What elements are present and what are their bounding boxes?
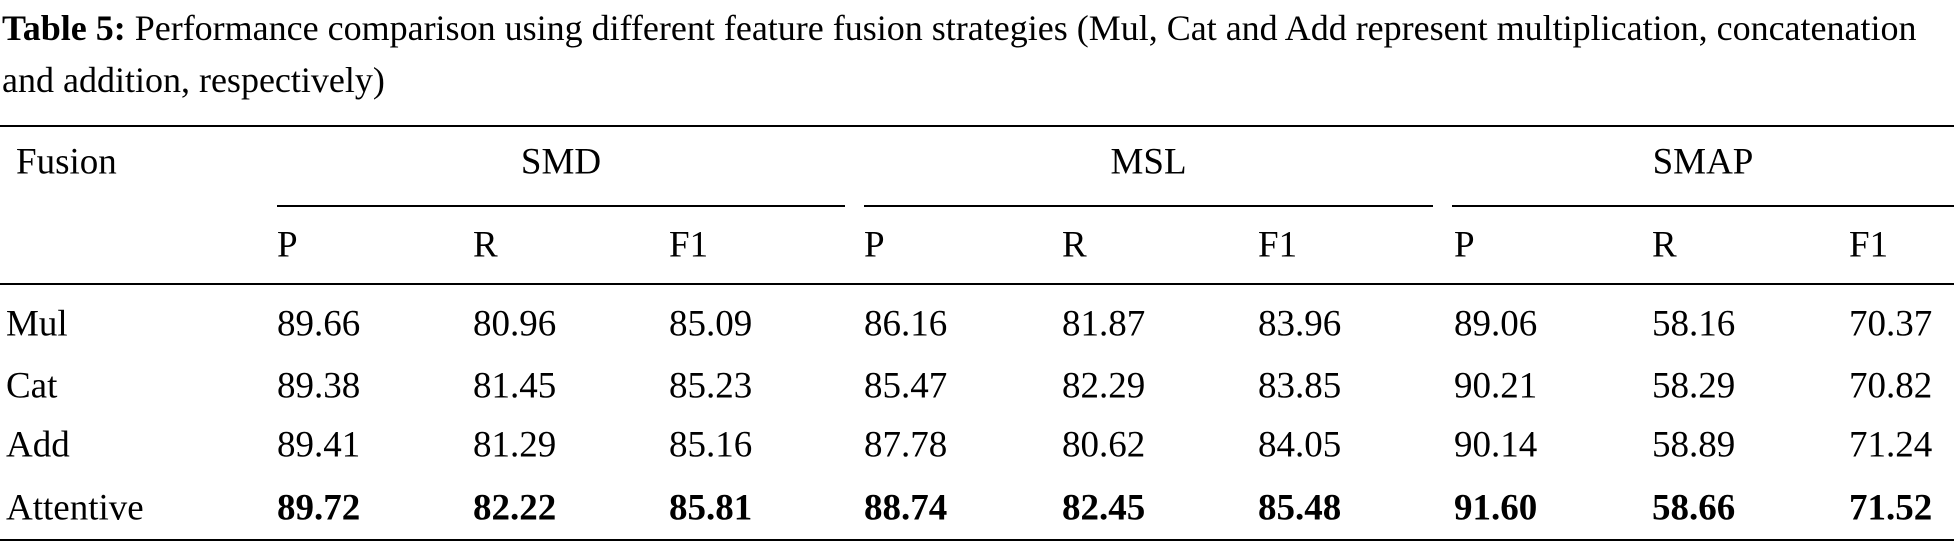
cell: 89.41 — [277, 424, 361, 466]
sub-header: F1 — [669, 224, 709, 266]
cell: 70.82 — [1849, 365, 1933, 407]
cell: 89.06 — [1454, 303, 1538, 345]
group-rule — [277, 205, 845, 207]
mid-rule — [0, 283, 1954, 285]
cell: 90.21 — [1454, 365, 1538, 407]
cell: 82.29 — [1062, 365, 1146, 407]
cell: 85.16 — [669, 424, 753, 466]
cell: 80.62 — [1062, 424, 1146, 466]
cell: 88.74 — [864, 487, 948, 529]
row-label: Mul — [6, 303, 68, 345]
cell: 85.23 — [669, 365, 753, 407]
caption-label: Table 5: — [2, 8, 126, 48]
cell: 58.16 — [1652, 303, 1736, 345]
group-rule — [1452, 205, 1954, 207]
cell: 81.45 — [473, 365, 557, 407]
cell: 82.22 — [473, 487, 557, 529]
top-rule — [0, 125, 1954, 127]
sub-header: R — [473, 224, 498, 266]
cell: 90.14 — [1454, 424, 1538, 466]
group-header: SMD — [520, 141, 602, 183]
cell: 81.29 — [473, 424, 557, 466]
sub-header: F1 — [1258, 224, 1298, 266]
cell: 71.24 — [1849, 424, 1933, 466]
sub-header: P — [864, 224, 885, 266]
cell: 84.05 — [1258, 424, 1342, 466]
row-label: Add — [6, 424, 70, 466]
sub-header: P — [277, 224, 298, 266]
cell: 83.96 — [1258, 303, 1342, 345]
group-header: SMAP — [1652, 141, 1754, 183]
sub-header: F1 — [1849, 224, 1889, 266]
group-header: MSL — [1110, 141, 1187, 183]
cell: 58.29 — [1652, 365, 1736, 407]
caption-text: Performance comparison using different f… — [2, 8, 1917, 100]
cell: 71.52 — [1849, 487, 1933, 529]
cell: 82.45 — [1062, 487, 1146, 529]
cell: 70.37 — [1849, 303, 1933, 345]
cell: 58.89 — [1652, 424, 1736, 466]
cell: 89.72 — [277, 487, 361, 529]
cell: 58.66 — [1652, 487, 1736, 529]
caption: Table 5: Performance comparison using di… — [2, 2, 1952, 106]
cell: 85.47 — [864, 365, 948, 407]
cell: 83.85 — [1258, 365, 1342, 407]
sub-header: R — [1652, 224, 1677, 266]
cell: 89.66 — [277, 303, 361, 345]
cell: 85.48 — [1258, 487, 1342, 529]
cell: 85.09 — [669, 303, 753, 345]
group-rule — [864, 205, 1433, 207]
row-label: Attentive — [6, 487, 144, 529]
corner-header: Fusion — [16, 141, 117, 183]
cell: 87.78 — [864, 424, 948, 466]
cell: 80.96 — [473, 303, 557, 345]
cell: 85.81 — [669, 487, 753, 529]
cell: 86.16 — [864, 303, 948, 345]
row-label: Cat — [6, 365, 58, 407]
cell: 89.38 — [277, 365, 361, 407]
sub-header: P — [1454, 224, 1475, 266]
cell: 91.60 — [1454, 487, 1538, 529]
cell: 81.87 — [1062, 303, 1146, 345]
sub-header: R — [1062, 224, 1087, 266]
bottom-rule — [0, 539, 1954, 541]
